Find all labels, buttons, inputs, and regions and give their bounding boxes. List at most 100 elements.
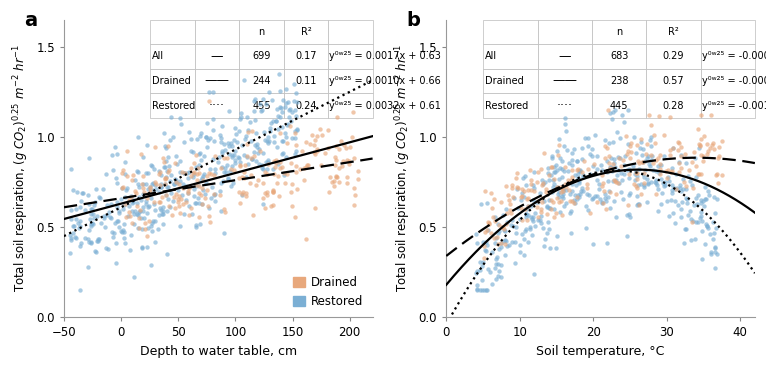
Point [146, 163, 159, 169]
Point [499, 226, 511, 232]
Point [267, 187, 280, 193]
Point [654, 176, 666, 182]
Point [180, 199, 192, 205]
Point [172, 193, 185, 199]
Point [203, 98, 215, 104]
Point [337, 158, 349, 164]
Point [173, 169, 185, 175]
Point [476, 287, 488, 293]
Point [161, 184, 173, 190]
Point [282, 121, 294, 127]
Point [233, 175, 245, 181]
Point [548, 207, 560, 213]
Point [650, 157, 662, 163]
Point [208, 191, 221, 197]
Point [676, 176, 689, 182]
Point [653, 114, 665, 120]
Point [257, 150, 269, 156]
Point [75, 198, 87, 204]
Point [143, 203, 155, 209]
Point [640, 155, 653, 161]
Point [116, 185, 128, 191]
Point [557, 187, 569, 193]
Point [219, 165, 231, 171]
Point [190, 224, 202, 230]
Point [156, 194, 169, 200]
Point [538, 198, 550, 204]
Point [707, 236, 719, 242]
Point [209, 190, 221, 196]
Point [195, 157, 207, 163]
Point [697, 154, 709, 159]
Point [330, 174, 342, 180]
Point [199, 191, 211, 197]
Point [119, 187, 132, 193]
Point [556, 186, 568, 192]
Point [623, 171, 635, 177]
Point [548, 176, 560, 182]
Point [571, 158, 583, 164]
Point [290, 214, 302, 220]
Point [701, 223, 713, 228]
Point [88, 202, 100, 208]
Point [546, 165, 558, 170]
Point [666, 190, 679, 196]
Point [505, 210, 517, 216]
Point [630, 202, 643, 208]
Point [257, 129, 270, 135]
Point [519, 173, 532, 179]
Point [659, 179, 671, 185]
Point [248, 149, 260, 155]
Point [264, 125, 276, 131]
Point [222, 176, 234, 182]
Point [119, 240, 131, 246]
Point [530, 200, 542, 206]
Point [130, 190, 142, 196]
Point [545, 197, 557, 203]
Point [506, 194, 519, 200]
Point [349, 192, 361, 197]
Point [669, 186, 681, 192]
Point [205, 195, 217, 201]
Point [125, 194, 137, 200]
Point [144, 186, 156, 192]
Point [647, 168, 659, 173]
Point [154, 169, 166, 175]
Point [342, 158, 355, 163]
Point [190, 183, 202, 189]
Point [535, 206, 547, 212]
Point [481, 200, 493, 206]
Point [123, 203, 135, 209]
Point [267, 202, 279, 208]
Point [167, 135, 179, 141]
Point [95, 220, 107, 226]
Point [188, 186, 201, 192]
Point [604, 188, 616, 194]
Point [115, 228, 127, 234]
Point [270, 160, 282, 166]
Point [675, 152, 687, 158]
Point [120, 214, 133, 220]
Point [158, 164, 170, 170]
Point [271, 180, 283, 186]
Point [576, 156, 588, 162]
Point [542, 166, 554, 172]
Point [141, 142, 153, 148]
Point [607, 177, 620, 183]
Point [631, 185, 643, 191]
Point [495, 199, 507, 205]
Point [261, 134, 273, 140]
Point [551, 195, 563, 201]
Point [541, 211, 553, 217]
Point [542, 170, 554, 176]
Point [161, 168, 173, 174]
Point [566, 150, 578, 156]
Point [681, 200, 693, 206]
Point [609, 165, 621, 170]
Point [106, 152, 118, 158]
Point [541, 203, 553, 209]
Point [273, 114, 286, 120]
Point [169, 153, 182, 159]
Point [543, 197, 555, 203]
Point [558, 169, 570, 175]
